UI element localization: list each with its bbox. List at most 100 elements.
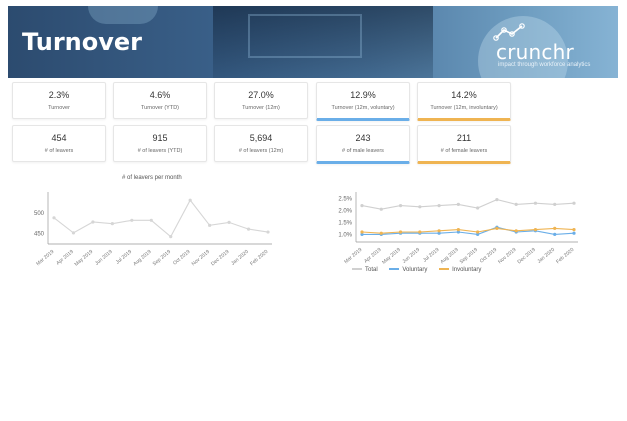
banner-cup-image	[88, 6, 158, 24]
data-point	[246, 227, 251, 231]
series-line	[361, 199, 575, 210]
data-point	[418, 205, 422, 209]
data-point	[456, 202, 460, 206]
x-tick-label: Aug 2019	[439, 247, 459, 265]
kpi-turnover-involuntary: 14.2% Turnover (12m, involuntary)	[417, 82, 511, 121]
data-point	[476, 230, 480, 234]
data-point	[437, 204, 441, 208]
chart-legend: Total Voluntary Involuntary	[352, 267, 491, 273]
kpi-leavers-12m: 5,694 # of leavers (12m)	[214, 125, 308, 162]
legend-label: Voluntary	[402, 267, 428, 273]
kpi-value: 2.3%	[48, 90, 70, 100]
brand-tagline: impact through workforce analytics	[498, 62, 591, 68]
data-point	[553, 202, 557, 206]
kpi-leavers-ytd: 915 # of leavers (YTD)	[113, 125, 207, 162]
data-point	[572, 231, 576, 235]
data-point	[110, 222, 114, 226]
x-tick-label: Sep 2019	[459, 247, 479, 265]
data-point	[379, 207, 383, 211]
data-point	[266, 230, 270, 234]
x-tick-label: Feb 2020	[555, 247, 575, 265]
x-tick-label: Apr 2019	[363, 247, 383, 265]
kpi-turnover: 2.3% Turnover	[12, 82, 106, 119]
data-point	[360, 232, 364, 236]
legend-label: Involuntary	[452, 267, 482, 273]
kpi-label: Turnover	[48, 105, 70, 111]
legend-swatch	[389, 268, 400, 271]
kpi-label: # of leavers	[44, 148, 74, 154]
kpi-female-leavers: 211 # of female leavers	[417, 125, 511, 164]
data-point	[572, 201, 576, 205]
legend-voluntary[interactable]: Voluntary	[389, 267, 427, 273]
x-tick-label: Jan 2020	[536, 247, 556, 265]
legend-total[interactable]: Total	[352, 267, 378, 273]
kpi-value: 915	[152, 133, 168, 143]
x-tick-label: May 2019	[381, 247, 402, 266]
data-point	[476, 232, 480, 236]
legend-involuntary[interactable]: Involuntary	[439, 267, 481, 273]
chart-title-leavers: # of leavers per month	[122, 175, 182, 181]
data-point	[379, 231, 383, 235]
x-tick-label: Jun 2019	[401, 247, 421, 265]
y-tick-label: 500	[34, 211, 45, 217]
banner-laptop-image	[213, 6, 433, 78]
series-line	[362, 226, 575, 235]
data-point	[533, 201, 538, 205]
kpi-value: 4.6%	[149, 90, 171, 100]
kpi-label: Turnover (12m)	[242, 105, 280, 111]
data-point	[52, 216, 56, 220]
y-tick-label: 2.0%	[338, 208, 352, 214]
data-point	[514, 202, 518, 206]
legend-swatch	[352, 268, 362, 271]
kpi-label: Turnover (12m, voluntary)	[331, 105, 395, 111]
y-tick-label: 2.5%	[338, 196, 352, 202]
banner-screen-image	[248, 14, 362, 58]
kpi-turnover-12m: 27.0% Turnover (12m)	[214, 82, 308, 119]
legend-label: Total	[365, 267, 378, 273]
data-point	[495, 198, 499, 202]
kpi-label: # of leavers (YTD)	[137, 148, 183, 154]
x-tick-label: Jul 2019	[422, 247, 441, 264]
brand-graph-icon	[493, 23, 525, 41]
data-point	[437, 229, 441, 233]
legend-swatch	[439, 268, 450, 271]
kpi-value: 14.2%	[451, 90, 477, 100]
data-point	[495, 226, 499, 230]
kpi-value: 211	[456, 133, 472, 143]
data-point	[418, 230, 422, 234]
data-point	[71, 231, 76, 235]
page-title: Turnover	[22, 28, 142, 56]
x-tick-label: Nov 2019	[497, 247, 517, 265]
data-point	[169, 235, 173, 239]
kpi-value: 454	[51, 133, 67, 143]
data-point	[149, 218, 153, 222]
data-point	[398, 204, 403, 208]
header-banner: Turnover crunchr impact through workforc…	[8, 6, 618, 78]
data-point	[533, 228, 538, 232]
kpi-label: Turnover (12m, involuntary)	[430, 105, 498, 111]
data-point	[227, 220, 231, 224]
x-tick-label: Dec 2019	[516, 247, 536, 265]
kpi-label: Turnover (YTD)	[141, 105, 179, 111]
kpi-male-leavers: 243 # of male leavers	[316, 125, 410, 164]
series-line	[53, 199, 269, 238]
kpi-label: # of male leavers	[342, 148, 384, 154]
y-tick-label: 1.5%	[338, 220, 352, 226]
kpi-turnover-ytd: 4.6% Turnover (YTD)	[113, 82, 207, 119]
x-tick-label: Oct 2019	[479, 247, 499, 265]
data-point	[553, 226, 557, 230]
data-point	[130, 218, 134, 222]
data-point	[456, 230, 460, 234]
data-point	[553, 232, 557, 236]
brand-name: crunchr	[496, 40, 574, 64]
kpi-leavers: 454 # of leavers	[12, 125, 106, 162]
kpi-value: 12.9%	[350, 90, 376, 100]
data-point	[398, 230, 403, 234]
data-point	[208, 223, 212, 227]
kpi-value: 243	[355, 133, 371, 143]
kpi-value: 27.0%	[248, 90, 274, 100]
y-tick-label: 450	[34, 232, 45, 238]
data-point	[91, 220, 95, 224]
